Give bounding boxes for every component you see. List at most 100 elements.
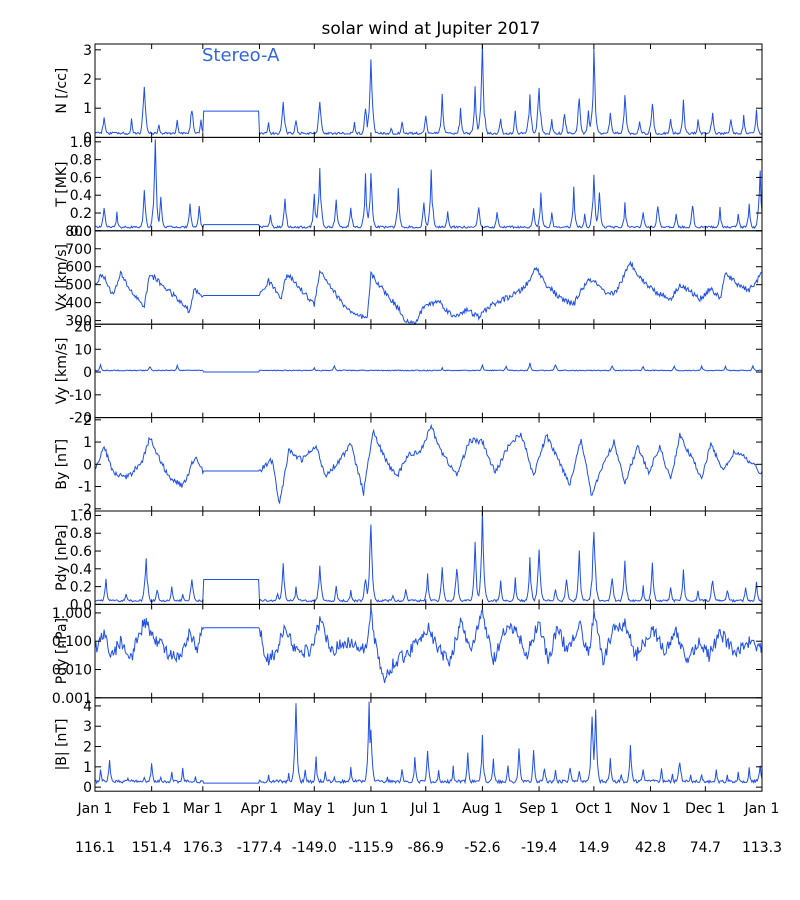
y-tick-label: 0.4	[70, 188, 92, 204]
panel-2: 0.0 0.2 0.4 0.60.8 1.0T [MK]	[54, 135, 763, 240]
y-tick-label: 0	[83, 780, 92, 796]
y-tick-label: 0.8	[70, 153, 92, 169]
y-tick-label: 0.4	[70, 562, 92, 578]
y-tick-label: -1	[78, 480, 92, 496]
sub-tick-label: 14.9	[578, 840, 609, 856]
y-tick-label: 700	[65, 242, 92, 258]
x-tick-label: Jan 1	[77, 801, 113, 817]
y-tick-label: 0.2	[70, 580, 92, 596]
stereo-a-annotation: Stereo-A	[202, 45, 280, 66]
y-axis-label: N [/cc]	[54, 68, 70, 114]
y-axis-label: |B| [nT]	[54, 719, 70, 771]
sub-tick-label: 151.4	[132, 840, 172, 856]
y-axis-label: Pdy [nPa]	[54, 525, 70, 591]
y-tick-label: -2	[78, 502, 92, 518]
x-tick-label: May 1	[293, 801, 335, 817]
y-tick-label: -10	[69, 388, 92, 404]
y-axis-label: T [MK]	[54, 162, 70, 208]
sub-tick-label: -177.4	[237, 840, 282, 856]
y-axis-label: Vy [km/s]	[54, 338, 70, 405]
panel-3: 300 400 500 600 700 800 Vx [km/s]	[54, 224, 763, 330]
y-tick-label: 3	[83, 719, 92, 735]
data-series-5	[94, 423, 763, 505]
y-tick-label: 1.0	[70, 508, 92, 524]
y-tick-label: 4	[83, 699, 92, 715]
panel-frame	[94, 417, 763, 512]
y-tick-label: 1	[83, 760, 92, 776]
y-tick-label: 0	[83, 365, 92, 381]
y-tick-label: 1.0	[70, 135, 92, 151]
data-series-2	[95, 139, 763, 230]
sub-tick-label: 113.3	[742, 840, 782, 856]
y-tick-label: 0.2	[70, 206, 92, 222]
data-series-1	[94, 43, 763, 136]
y-tick-label: 0.010	[52, 663, 92, 679]
sub-tick-label: 42.8	[635, 840, 666, 856]
y-tick-label: 2	[83, 740, 92, 756]
panel-frame	[94, 43, 763, 138]
x-tick-label: Jul 1	[410, 801, 441, 817]
y-axis-label: Pdy [nPa]	[54, 618, 70, 684]
y-tick-label: 0.001	[52, 691, 92, 707]
y-tick-label: 1.000	[52, 606, 92, 622]
sub-tick-label: -149.0	[292, 840, 337, 856]
panel-1: 0 1 2 3 N [/cc]	[54, 43, 763, 146]
panel-5: -2 -1 0 1 2 By [nT]	[54, 413, 763, 518]
y-tick-label: 10	[74, 342, 92, 358]
sub-tick-label: -115.9	[348, 840, 393, 856]
sub-tick-label: 116.1	[75, 840, 115, 856]
data-series-8	[94, 701, 763, 785]
x-tick-label: Aug 1	[462, 801, 503, 817]
y-tick-label: 0.6	[70, 170, 92, 186]
data-series-7	[94, 607, 763, 683]
y-tick-label: 0.0	[70, 224, 92, 240]
y-tick-label: 500	[65, 278, 92, 294]
x-tick-label: Jun 1	[352, 801, 388, 817]
sub-tick-label: 74.7	[690, 840, 721, 856]
y-tick-label: 2	[83, 72, 92, 88]
x-axis: Jan 1 116.1 Feb 1 151.4 Mar 1 176.3 Apr 1 -177.…	[75, 801, 782, 856]
panel-frame	[94, 603, 763, 699]
data-series-6	[94, 510, 763, 603]
x-tick-label: Mar 1	[183, 801, 223, 817]
x-tick-label: Feb 1	[133, 801, 171, 817]
sub-tick-label: -86.9	[408, 840, 444, 856]
x-tick-label: Dec 1	[685, 801, 725, 817]
x-tick-label: Apr 1	[241, 801, 279, 817]
y-axis-label: By [nT]	[54, 439, 70, 490]
sub-tick-label: -52.6	[464, 840, 500, 856]
x-tick-label: Nov 1	[630, 801, 671, 817]
y-tick-label: 800	[65, 224, 92, 240]
x-tick-label: Oct 1	[575, 801, 613, 817]
y-tick-label: 0.6	[70, 544, 92, 560]
data-series-3	[94, 260, 763, 326]
sub-tick-label: -19.4	[521, 840, 557, 856]
x-tick-label: Jan 1	[744, 801, 780, 817]
y-tick-label: 300	[65, 314, 92, 330]
y-tick-label: 0.8	[70, 526, 92, 542]
chart-title: solar wind at Jupiter 2017	[322, 19, 541, 39]
y-tick-label: 0.0	[70, 597, 92, 613]
data-series-4	[94, 362, 763, 373]
y-tick-label: 1	[83, 101, 92, 117]
y-tick-label: 2	[83, 413, 92, 429]
panel-frame	[94, 697, 763, 792]
y-tick-label: -20	[69, 411, 92, 427]
sub-tick-label: 176.3	[183, 840, 223, 856]
y-tick-label: 0	[83, 130, 92, 146]
y-axis-label: Vx [km/s]	[54, 244, 70, 311]
y-tick-label: 0.100	[52, 634, 92, 650]
y-tick-label: 20	[74, 319, 92, 335]
y-tick-label: 3	[83, 43, 92, 59]
y-tick-label: 0	[83, 457, 92, 473]
y-tick-label: 400	[65, 296, 92, 312]
panel-frame	[94, 230, 763, 325]
x-tick-label: Sep 1	[519, 801, 559, 817]
panel-8: 0 1 2 3 4 |B| [nT]	[54, 697, 763, 796]
y-tick-label: 1	[83, 435, 92, 451]
